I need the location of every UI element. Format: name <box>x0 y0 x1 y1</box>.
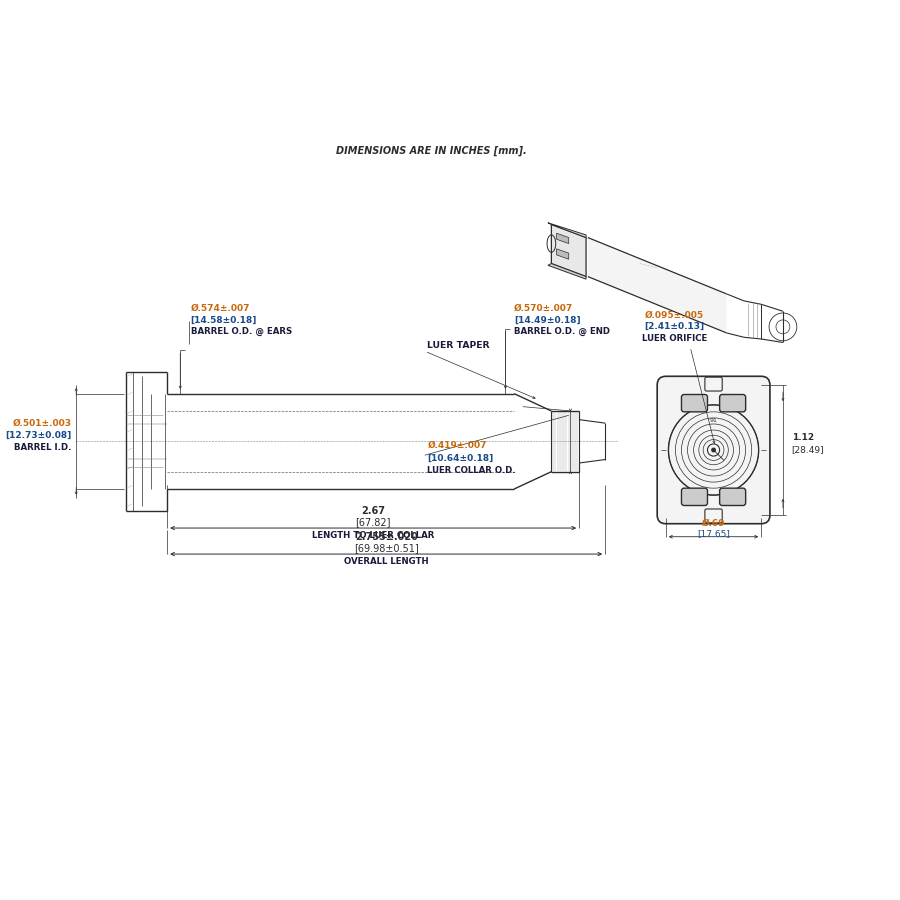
Text: Ø.419±.007: Ø.419±.007 <box>428 441 487 450</box>
FancyBboxPatch shape <box>720 394 745 412</box>
Text: LENGTH TO LUER COLLAR: LENGTH TO LUER COLLAR <box>312 532 435 541</box>
Text: DIMENSIONS ARE IN INCHES [mm].: DIMENSIONS ARE IN INCHES [mm]. <box>337 146 527 156</box>
Text: Ø.095±.005: Ø.095±.005 <box>645 310 704 320</box>
Text: [10.64±0.18]: [10.64±0.18] <box>428 454 493 463</box>
Text: [67.82]: [67.82] <box>356 518 391 527</box>
Polygon shape <box>552 224 586 276</box>
Text: 91: 91 <box>709 418 717 423</box>
Text: Ø.69: Ø.69 <box>702 518 725 527</box>
Text: [17.65]: [17.65] <box>698 529 730 538</box>
Polygon shape <box>588 238 726 333</box>
Text: BARREL O.D. @ EARS: BARREL O.D. @ EARS <box>191 327 292 336</box>
Text: LUER TAPER: LUER TAPER <box>428 341 490 350</box>
Text: Ø.570±.007: Ø.570±.007 <box>514 304 573 313</box>
FancyBboxPatch shape <box>657 376 770 524</box>
Text: [14.49±0.18]: [14.49±0.18] <box>514 316 580 325</box>
Text: [14.58±0.18]: [14.58±0.18] <box>191 316 257 325</box>
FancyBboxPatch shape <box>705 509 722 523</box>
Polygon shape <box>548 223 586 238</box>
Polygon shape <box>556 233 569 244</box>
Text: BARREL I.D.: BARREL I.D. <box>14 443 72 452</box>
FancyBboxPatch shape <box>705 377 722 391</box>
Text: 2.67: 2.67 <box>361 506 385 517</box>
FancyBboxPatch shape <box>681 394 707 412</box>
Polygon shape <box>548 264 586 279</box>
Text: Ø.501±.003: Ø.501±.003 <box>13 418 72 427</box>
Polygon shape <box>556 248 569 259</box>
Text: LUER COLLAR O.D.: LUER COLLAR O.D. <box>428 465 516 474</box>
Text: [69.98±0.51]: [69.98±0.51] <box>354 544 418 554</box>
Text: LUER ORIFICE: LUER ORIFICE <box>642 334 707 343</box>
Text: OVERALL LENGTH: OVERALL LENGTH <box>344 557 428 566</box>
Text: [12.73±0.08]: [12.73±0.08] <box>5 431 72 440</box>
Text: [28.49]: [28.49] <box>792 446 824 454</box>
FancyBboxPatch shape <box>681 488 707 506</box>
Circle shape <box>712 448 716 452</box>
Text: [2.41±0.13]: [2.41±0.13] <box>644 321 705 330</box>
FancyBboxPatch shape <box>720 488 745 506</box>
Text: 2.755±.020: 2.755±.020 <box>355 532 418 542</box>
Text: 1.12: 1.12 <box>792 433 814 442</box>
Text: Ø.574±.007: Ø.574±.007 <box>191 304 250 313</box>
Text: BARREL O.D. @ END: BARREL O.D. @ END <box>514 327 610 336</box>
